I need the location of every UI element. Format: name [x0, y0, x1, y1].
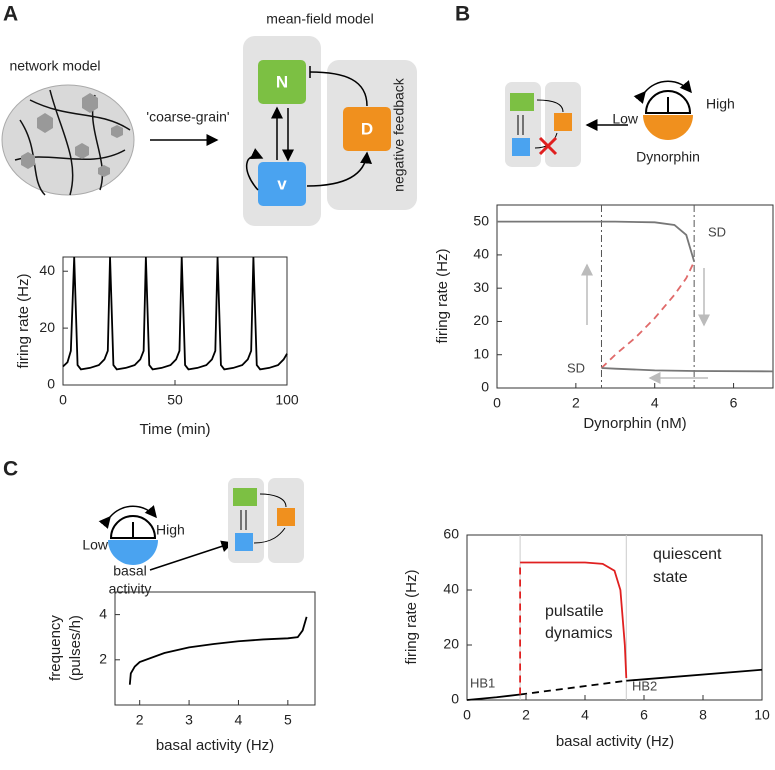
- y-tick-label: 20: [443, 636, 459, 652]
- y-axis-label: firing rate (Hz): [403, 569, 420, 664]
- x-tick-label: 4: [581, 707, 589, 723]
- node-label: v: [277, 174, 287, 193]
- plot-frame: [114, 591, 316, 706]
- annotation: SD: [708, 224, 726, 239]
- data-line: [497, 220, 696, 262]
- plot-frame: [496, 204, 774, 389]
- y-tick-label: 0: [481, 379, 489, 395]
- data-line: [626, 668, 763, 682]
- x-tick-label: 6: [730, 395, 738, 411]
- annotation: SD: [567, 360, 585, 375]
- y-tick-label: 4: [99, 605, 107, 621]
- dial-icon: [633, 80, 693, 140]
- dial-icon: [98, 505, 158, 565]
- x-tick-label: 5: [284, 712, 292, 728]
- x-tick-label: 10: [754, 707, 770, 723]
- x-tick-label: 8: [699, 707, 707, 723]
- arrow-label: 'coarse-grain': [146, 109, 229, 125]
- x-tick-label: 50: [167, 392, 183, 408]
- y-tick-label: 20: [473, 312, 489, 328]
- x-tick-label: 6: [640, 707, 648, 723]
- y-tick-label: 60: [443, 526, 459, 542]
- node: [510, 93, 534, 111]
- node: [258, 162, 306, 206]
- y-tick-label: 0: [451, 691, 459, 707]
- flow-arrows: [581, 263, 710, 384]
- panel-label: C: [3, 458, 18, 481]
- y-axis-label: frequency: [47, 615, 64, 681]
- panel-label: B: [455, 3, 470, 26]
- data-line: [520, 561, 628, 679]
- dial-label: Dynorphin: [636, 149, 700, 165]
- x-tick-label: 4: [651, 395, 659, 411]
- network-icon: [1, 84, 135, 196]
- y-tick-label: 2: [99, 651, 107, 667]
- data-line: [601, 367, 774, 373]
- node: [343, 107, 391, 151]
- data-line: [466, 693, 521, 701]
- x-tick-label: 2: [522, 707, 530, 723]
- x-tick-label: 0: [463, 707, 471, 723]
- x-tick-label: 100: [275, 392, 299, 408]
- dial-label: basal: [113, 563, 146, 579]
- node: [258, 60, 306, 104]
- arrow: [149, 540, 234, 571]
- data-line: [128, 616, 308, 685]
- x-axis-label: basal activity (Hz): [556, 733, 674, 750]
- y-tick-label: 40: [443, 581, 459, 597]
- model-title: mean-field model: [266, 11, 373, 27]
- annotation: pulsatile: [545, 603, 604, 620]
- x-tick-label: 2: [572, 395, 580, 411]
- annotation: dynamics: [545, 625, 613, 642]
- node-label: D: [361, 119, 373, 138]
- node: [233, 488, 257, 506]
- x-axis-label: Time (min): [139, 421, 210, 438]
- dial-low: Low: [612, 111, 639, 127]
- annotation: HB1: [470, 675, 495, 690]
- y-tick-label: 50: [473, 212, 489, 228]
- edges: [240, 493, 287, 544]
- node: [235, 533, 253, 551]
- x-axis-label: Dynorphin (nM): [583, 415, 686, 432]
- y-axis-label: firing rate (Hz): [15, 273, 32, 368]
- network-label: network model: [9, 58, 100, 74]
- node: [554, 113, 572, 131]
- dial-high: High: [156, 522, 185, 538]
- annotation: HB2: [632, 678, 657, 693]
- x-tick-label: 3: [185, 712, 193, 728]
- feedback-label: negative feedback: [391, 77, 407, 192]
- dial-low: Low: [82, 537, 109, 553]
- y-tick-label: 0: [47, 376, 55, 392]
- y-tick-label: 10: [473, 345, 489, 361]
- x-tick-label: 0: [493, 395, 501, 411]
- plot-frame: [466, 534, 763, 701]
- node-label: N: [276, 72, 288, 91]
- y-tick-label: 40: [39, 262, 55, 278]
- y-axis-label: firing rate (Hz): [434, 248, 451, 343]
- y-tick-label: 40: [473, 246, 489, 262]
- data-line: [519, 679, 627, 696]
- node: [277, 508, 295, 526]
- annotation: state: [653, 569, 688, 586]
- x-tick-label: 4: [235, 712, 243, 728]
- dial-label: activity: [109, 581, 152, 597]
- edges: [245, 66, 373, 191]
- y-tick-label: 20: [39, 319, 55, 335]
- y-tick-label: 30: [473, 279, 489, 295]
- node: [512, 138, 530, 156]
- x-axis-label: basal activity (Hz): [156, 737, 274, 754]
- dial-high: High: [706, 96, 735, 112]
- x-tick-label: 0: [59, 392, 67, 408]
- data-line: [62, 256, 288, 371]
- x-tick-label: 2: [136, 712, 144, 728]
- panel-label: A: [3, 3, 18, 26]
- y-axis-label: (pulses/h): [67, 615, 84, 681]
- annotation: quiescent: [653, 546, 722, 563]
- data-line: [600, 261, 695, 369]
- block-mark: [538, 136, 558, 156]
